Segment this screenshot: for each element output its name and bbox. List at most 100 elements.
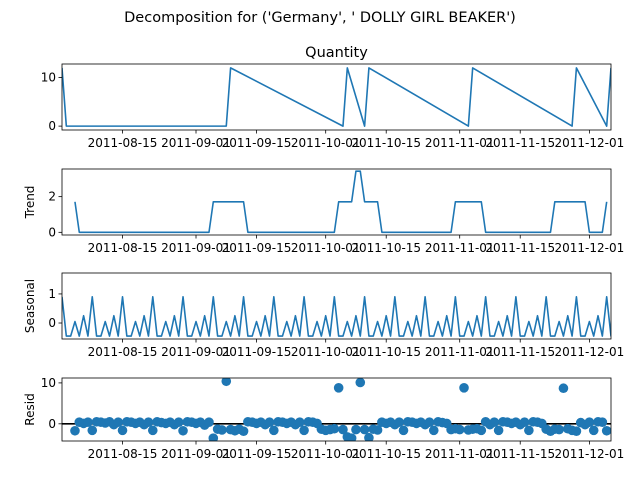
- panel-observed: Quantity 0 10 2011-08-15 2011-09-012011-09-1…: [41, 45, 625, 150]
- ytick-label-resid: 0: [48, 417, 56, 431]
- xtick-label-trend: 2011-10-01: [291, 241, 361, 255]
- xtick-label-seasonal: 2011-09-15: [222, 345, 292, 359]
- ylabel-seasonal: Seasonal: [23, 279, 37, 333]
- resid-point: [489, 417, 500, 427]
- resid-point: [601, 425, 611, 436]
- resid-point: [398, 425, 409, 436]
- resid-point: [364, 432, 374, 441]
- resid-point: [355, 378, 366, 388]
- resid-point: [178, 425, 188, 436]
- xtick-label-resid: 2011-09-01: [161, 447, 231, 461]
- resid-point: [70, 425, 80, 436]
- data-group-resid: [62, 378, 611, 441]
- resid-point: [294, 417, 305, 427]
- xtick-label-resid: 2011-10-01: [291, 447, 361, 461]
- resid-point: [221, 378, 232, 387]
- xtick-label-seasonal: 2011-09-01: [161, 345, 231, 359]
- ylabel-resid: Resid: [23, 393, 37, 425]
- resid-point: [372, 425, 383, 435]
- xtick-label-observed: 2011-12-01: [555, 136, 625, 150]
- xtick-label-resid: 2011-11-15: [485, 447, 555, 461]
- resid-point: [394, 417, 404, 427]
- resid-point: [264, 417, 275, 427]
- xtick-label-seasonal: 2011-11-15: [485, 345, 555, 359]
- resid-point: [493, 425, 504, 436]
- xtick-label-resid: 2011-08-15: [88, 447, 158, 461]
- panel-seasonal: Seasonal 0 1 2011-08-15 2011-09-012011-09-15…: [23, 272, 625, 359]
- resid-point: [299, 425, 309, 436]
- axes-frame-trend: [61, 168, 612, 236]
- resid-point: [173, 417, 184, 427]
- xtick-label-trend: 2011-12-01: [555, 241, 625, 255]
- panel-title-observed: Quantity: [305, 45, 368, 61]
- resid-point: [147, 425, 158, 436]
- resid-point: [204, 417, 214, 427]
- axes-frame-resid: [61, 377, 612, 442]
- xtick-label-resid: 2011-10-15: [351, 447, 421, 461]
- resid-point: [346, 433, 357, 441]
- resid-point: [83, 417, 93, 427]
- data-group-trend: [74, 170, 608, 234]
- resid-point: [597, 417, 608, 427]
- xtick-label-observed: 2011-10-15: [351, 136, 421, 150]
- ytick-label-trend: 2: [48, 190, 56, 204]
- figure-suptitle: Decomposition for ('Germany', ' DOLLY GI…: [124, 10, 516, 26]
- resid-point: [87, 425, 98, 436]
- ytick-label-seasonal: 1: [48, 287, 56, 301]
- ytick-label-resid: 10: [41, 376, 56, 390]
- series-line-trend: [74, 170, 608, 234]
- ytick-label-observed: 10: [41, 71, 56, 85]
- xtick-label-resid: 2011-12-01: [555, 447, 625, 461]
- resid-point: [476, 425, 487, 436]
- resid-point: [117, 425, 128, 436]
- xtick-label-resid: 2011-09-15: [222, 447, 292, 461]
- xtick-label-observed: 2011-11-01: [425, 136, 495, 150]
- ytick-label-seasonal: 0: [48, 316, 56, 330]
- resid-point: [333, 383, 344, 393]
- resid-point: [217, 425, 227, 435]
- xtick-label-seasonal: 2011-12-01: [555, 345, 625, 359]
- ytick-label-trend: 0: [48, 225, 56, 239]
- xtick-label-trend: 2011-09-01: [161, 241, 231, 255]
- series-line-observed: [62, 67, 611, 127]
- resid-point: [571, 426, 582, 436]
- resid-point: [338, 424, 348, 435]
- resid-point: [584, 417, 595, 427]
- xtick-label-observed: 2011-09-01: [161, 136, 231, 150]
- axes-frame-seasonal: [61, 272, 612, 340]
- resid-point: [238, 426, 249, 436]
- xtick-label-resid: 2011-11-01: [425, 447, 495, 461]
- resid-point: [329, 423, 340, 434]
- xtick-label-observed: 2011-09-15: [222, 136, 292, 150]
- xtick-label-trend: 2011-10-15: [351, 241, 421, 255]
- xtick-label-trend: 2011-08-15: [88, 241, 158, 255]
- xtick-label-seasonal: 2011-11-01: [425, 345, 495, 359]
- resid-point: [351, 424, 361, 435]
- xtick-label-observed: 2011-11-15: [485, 136, 555, 150]
- resid-point: [359, 424, 370, 435]
- axes-frame-observed: [61, 63, 612, 131]
- resid-point: [454, 424, 465, 435]
- xtick-label-trend: 2011-11-01: [425, 241, 495, 255]
- resid-point: [558, 383, 569, 394]
- xtick-label-observed: 2011-08-15: [88, 136, 158, 150]
- resid-point: [524, 425, 534, 436]
- series-line-seasonal: [62, 296, 611, 337]
- resid-point: [459, 383, 469, 393]
- resid-point: [143, 417, 154, 427]
- resid-point: [588, 425, 599, 436]
- xtick-label-seasonal: 2011-10-15: [351, 345, 421, 359]
- ytick-label-observed: 0: [48, 119, 56, 133]
- data-group-seasonal: [62, 296, 611, 337]
- resid-point: [424, 417, 435, 427]
- resid-point: [208, 433, 219, 441]
- ylabel-trend: Trend: [23, 186, 37, 220]
- resid-point: [113, 417, 123, 427]
- resid-point: [519, 417, 530, 427]
- xtick-label-trend: 2011-11-15: [485, 241, 555, 255]
